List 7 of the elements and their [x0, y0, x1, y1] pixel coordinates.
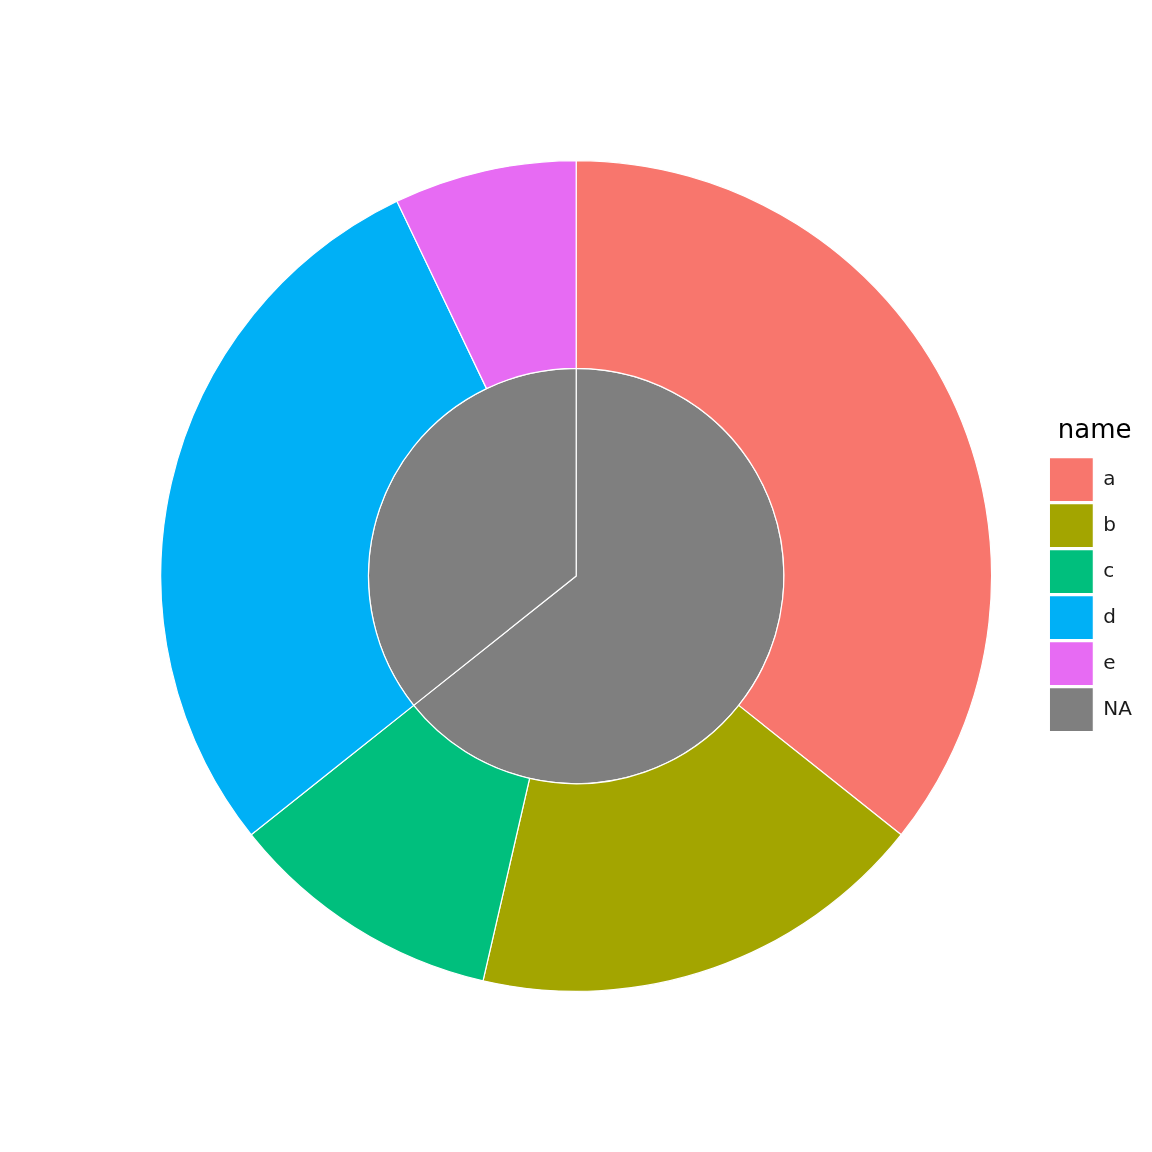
legend-label: e [1103, 649, 1116, 674]
legend-label: NA [1103, 695, 1133, 720]
legend-label: c [1103, 557, 1115, 582]
legend-label: d [1103, 603, 1117, 628]
legend-label: b [1103, 511, 1117, 536]
legend-title: name [1057, 414, 1132, 445]
legend-label: a [1103, 465, 1116, 490]
